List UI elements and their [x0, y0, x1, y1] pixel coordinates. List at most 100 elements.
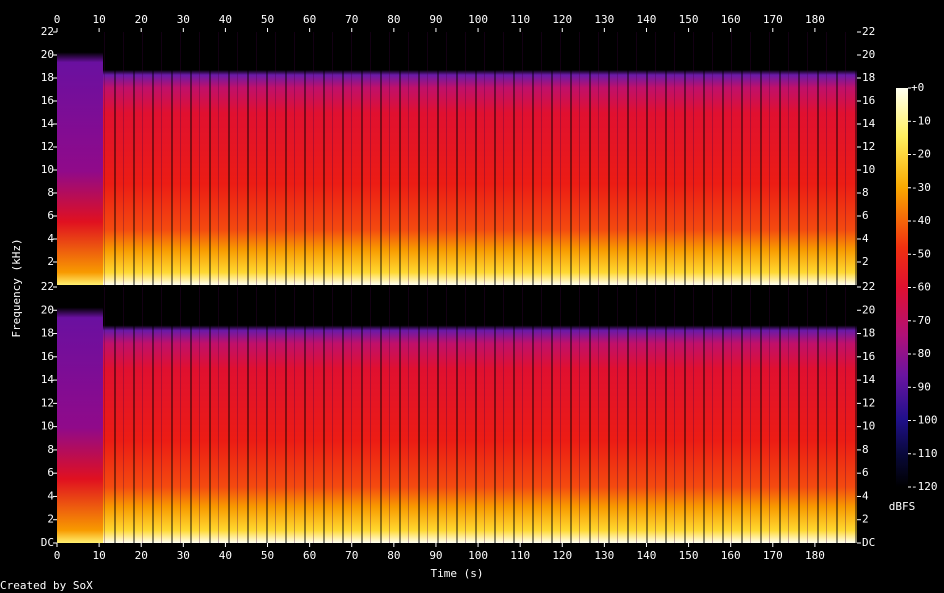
y-tick-label: 18	[41, 327, 54, 340]
x-tick-label: 180	[805, 549, 825, 562]
y-tick-label: 12	[41, 140, 54, 153]
x-axis-label: Time (s)	[431, 567, 484, 580]
spectrogram-image	[57, 32, 103, 285]
colorbar-tick-label: -100	[911, 414, 938, 427]
y-tick-label: 10	[862, 163, 875, 176]
y-tick-label: 6	[47, 466, 54, 479]
y-tick-label: 2	[47, 513, 54, 526]
y-tick-label: 20	[41, 48, 54, 61]
x-tick-label: 130	[594, 13, 614, 26]
y-tick-label: 8	[47, 186, 54, 199]
colorbar-tick-label: -30	[911, 181, 931, 194]
y-tick-label: 10	[862, 420, 875, 433]
x-tick-label: 20	[135, 549, 148, 562]
y-tick-label: DC	[41, 536, 54, 549]
y-tick-label: 4	[862, 489, 869, 502]
y-tick-label: 2	[862, 255, 869, 268]
y-tick-label: 14	[41, 373, 55, 386]
plot-area	[57, 32, 857, 543]
x-tick-label: 110	[510, 13, 530, 26]
y-tick-label: 22	[41, 25, 54, 38]
y-tick-label: 22	[862, 25, 875, 38]
x-tick-label: 140	[637, 13, 657, 26]
spectrogram-image	[57, 287, 103, 543]
x-tick-label: 110	[510, 549, 530, 562]
x-tick-label: 150	[679, 13, 699, 26]
y-tick-label: 10	[41, 163, 54, 176]
y-tick-label: 16	[862, 94, 875, 107]
y-axis-label: Frequency (kHz)	[10, 238, 23, 337]
spectrogram-texture	[103, 287, 857, 543]
y-tick-label: 6	[862, 209, 869, 222]
y-tick-label: 16	[862, 350, 875, 363]
x-tick-label: 170	[763, 13, 783, 26]
y-tick-label: 18	[862, 327, 875, 340]
x-tick-label: 180	[805, 13, 825, 26]
x-tick-label: 90	[429, 549, 442, 562]
x-tick-label: 140	[637, 549, 657, 562]
y-tick-label: 14	[41, 117, 55, 130]
x-tick-label: 170	[763, 549, 783, 562]
y-tick-label: 8	[862, 443, 869, 456]
y-tick-label: 22	[862, 280, 875, 293]
footer: Created by SoX	[0, 579, 93, 592]
colorbar-tick-label: -80	[911, 347, 931, 360]
colorbar-tick-label: -70	[911, 314, 931, 327]
x-tick-label: 50	[261, 549, 274, 562]
y-tick-label: 20	[862, 303, 875, 316]
x-tick-label: 30	[177, 549, 190, 562]
colorbar-tick-label: -90	[911, 380, 931, 393]
y-tick-label: 18	[862, 71, 875, 84]
y-tick-label: DC	[862, 536, 875, 549]
x-tick-label: 40	[219, 549, 232, 562]
y-tick-label: 4	[47, 232, 54, 245]
colorbar-tick-label: -40	[911, 214, 931, 227]
x-tick-label: 80	[387, 13, 400, 26]
colorbar-tick-label: -120	[911, 480, 938, 493]
x-tick-label: 40	[219, 13, 232, 26]
y-tick-label: 20	[862, 48, 875, 61]
x-tick-label: 50	[261, 13, 274, 26]
x-tick-label: 120	[552, 13, 572, 26]
y-tick-label: 22	[41, 280, 54, 293]
y-tick-label: 14	[862, 373, 876, 386]
colorbar-tick-label: -110	[911, 447, 938, 460]
x-tick-label: 160	[721, 549, 741, 562]
x-tick-label: 100	[468, 13, 488, 26]
y-tick-label: 6	[862, 466, 869, 479]
y-tick-label: 2	[47, 255, 54, 268]
y-tick-label: 12	[41, 396, 54, 409]
x-tick-label: 10	[92, 549, 105, 562]
y-tick-label: 8	[47, 443, 54, 456]
x-tick-label: 70	[345, 13, 358, 26]
x-tick-label: 150	[679, 549, 699, 562]
y-tick-label: 12	[862, 396, 875, 409]
y-tick-label: 4	[47, 489, 54, 502]
x-tick-label: 130	[594, 549, 614, 562]
x-tick-label: 60	[303, 13, 316, 26]
colorbar-tick-label: -20	[911, 148, 931, 161]
colorbar-tick-label: -10	[911, 114, 931, 127]
x-tick-label: 160	[721, 13, 741, 26]
x-tick-label: 0	[54, 13, 61, 26]
y-tick-label: 4	[862, 232, 869, 245]
x-tick-label: 90	[429, 13, 442, 26]
x-tick-label: 0	[54, 549, 61, 562]
x-tick-label: 30	[177, 13, 190, 26]
x-tick-label: 70	[345, 549, 358, 562]
spectrogram-texture	[103, 32, 857, 285]
y-tick-label: 16	[41, 94, 54, 107]
y-tick-label: 6	[47, 209, 54, 222]
y-tick-label: 12	[862, 140, 875, 153]
colorbar-tick-label: +0	[911, 81, 924, 94]
y-tick-label: 10	[41, 420, 54, 433]
y-tick-label: 20	[41, 303, 54, 316]
y-tick-label: 16	[41, 350, 54, 363]
x-tick-label: 120	[552, 549, 572, 562]
x-tick-label: 60	[303, 549, 316, 562]
y-tick-label: 18	[41, 71, 54, 84]
x-tick-label: 10	[92, 13, 105, 26]
y-tick-label: 8	[862, 186, 869, 199]
colorbar-tick-label: -50	[911, 247, 931, 260]
